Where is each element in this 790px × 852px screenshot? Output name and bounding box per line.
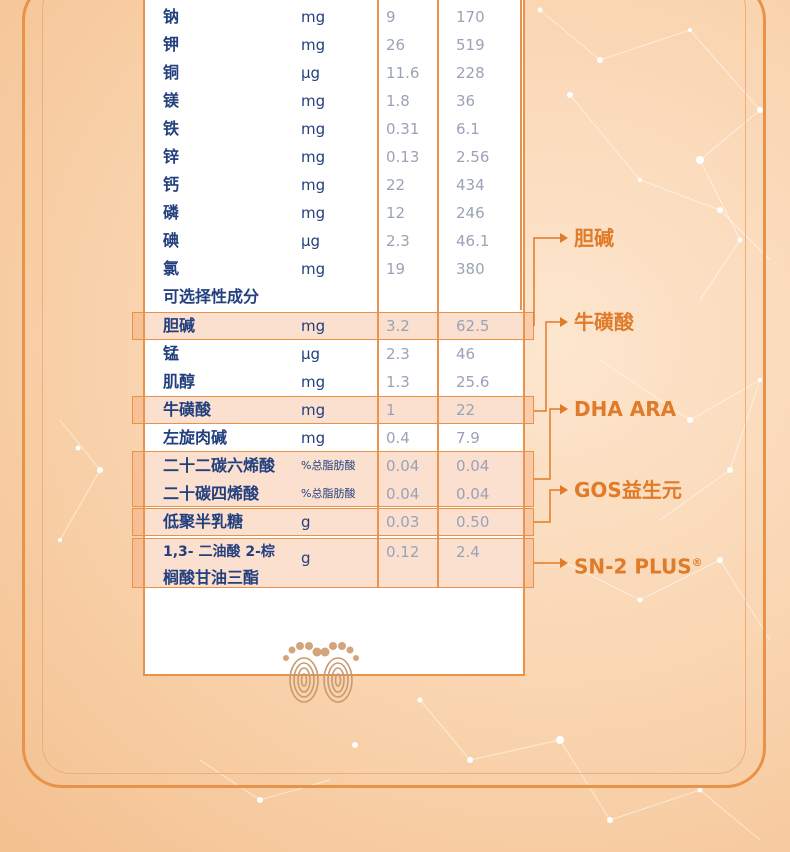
callout-gos: GOS益生元 (574, 478, 682, 502)
nutrient-value-1: 1.3 (386, 373, 410, 391)
nutrient-name: 1,3- 二油酸 2-棕 (163, 544, 275, 560)
callout-sn2: SN-2 PLUS® (574, 551, 703, 579)
column-divider (377, 0, 379, 588)
inner-frame (42, 0, 746, 774)
nutrient-value-1: 1 (386, 401, 396, 419)
nutrient-value-2: 46 (456, 345, 476, 363)
nutrient-name: 肌醇 (163, 372, 196, 391)
nutrient-value-2: 7.9 (456, 429, 480, 447)
section-heading: 可选择性成分 (163, 287, 260, 306)
nutrient-value-2: 0.50 (456, 513, 490, 531)
nutrient-value-1: 2.3 (386, 345, 410, 363)
nutrient-name: 钾 (163, 35, 180, 54)
nutrient-value-2: 2.4 (456, 543, 480, 561)
nutrient-value-2: 36 (456, 92, 476, 110)
nutrient-value-1: 0.4 (386, 429, 410, 447)
nutrient-value-2: 380 (456, 260, 485, 278)
nutrient-name: 榈酸甘油三酯 (163, 568, 260, 587)
nutrient-name: 低聚半乳糖 (163, 512, 244, 531)
nutrient-value-2: 434 (456, 176, 485, 194)
nutrient-name: 铁 (163, 119, 180, 138)
nutrient-unit: mg (301, 36, 326, 54)
nutrient-value-2: 46.1 (456, 232, 490, 250)
nutrient-unit: g (301, 549, 311, 567)
nutrient-value-1: 11.6 (386, 64, 420, 82)
nutrient-unit: %总脂肪酸 (301, 487, 356, 500)
nutrient-unit: mg (301, 204, 326, 222)
nutrient-unit: mg (301, 317, 326, 335)
callout-sn2-text: SN-2 PLUS (574, 554, 692, 579)
nutrient-value-2: 0.04 (456, 485, 490, 503)
outer-frame (22, 0, 766, 788)
registered-mark: ® (691, 556, 703, 569)
nutrient-unit: mg (301, 8, 326, 26)
highlight-sn2 (132, 538, 534, 588)
nutrient-unit: μg (301, 232, 321, 250)
nutrient-value-2: 519 (456, 36, 485, 54)
nutrient-unit: g (301, 513, 311, 531)
nutrient-name: 锰 (163, 344, 180, 363)
nutrient-unit: mg (301, 260, 326, 278)
nutrient-name: 铜 (163, 63, 180, 82)
nutrient-unit: mg (301, 401, 326, 419)
nutrient-name: 胆碱 (163, 316, 196, 335)
nutrient-name: 氯 (163, 259, 180, 278)
nutrient-name: 牛磺酸 (163, 400, 212, 419)
nutrient-value-1: 0.04 (386, 485, 420, 503)
nutrient-unit: μg (301, 64, 321, 82)
nutrient-unit: mg (301, 429, 326, 447)
highlight-choline (132, 312, 534, 340)
nutrient-value-1: 0.13 (386, 148, 420, 166)
highlight-taurine (132, 396, 534, 424)
nutrient-name: 二十碳四烯酸 (163, 484, 260, 503)
nutrient-value-2: 170 (456, 8, 485, 26)
highlight-dha-ara (132, 451, 534, 507)
highlight-gos (132, 508, 534, 536)
column-divider (520, 0, 522, 310)
nutrient-value-1: 0.04 (386, 457, 420, 475)
nutrient-value-1: 1.8 (386, 92, 410, 110)
nutrient-value-2: 25.6 (456, 373, 490, 391)
feet-logo-icon (283, 642, 359, 703)
nutrient-name: 钙 (163, 175, 180, 194)
callout-dha-ara: DHA ARA (574, 397, 677, 421)
nutrient-name: 左旋肉碱 (163, 428, 228, 447)
nutrient-unit: mg (301, 120, 326, 138)
nutrient-value-2: 0.04 (456, 457, 490, 475)
nutrient-unit: mg (301, 176, 326, 194)
nutrient-value-1: 2.3 (386, 232, 410, 250)
nutrient-value-1: 26 (386, 36, 406, 54)
nutrition-table-card (143, 0, 525, 676)
nutrient-unit: mg (301, 92, 326, 110)
nutrient-name: 碘 (163, 231, 180, 250)
nutrient-value-2: 228 (456, 64, 485, 82)
nutrient-value-1: 22 (386, 176, 406, 194)
nutrient-value-2: 246 (456, 204, 485, 222)
nutrient-name: 磷 (163, 203, 180, 222)
nutrient-value-2: 22 (456, 401, 476, 419)
nutrient-value-1: 0.31 (386, 120, 420, 138)
nutrient-value-1: 3.2 (386, 317, 410, 335)
column-divider (437, 0, 439, 588)
nutrient-value-2: 6.1 (456, 120, 480, 138)
nutrient-value-1: 12 (386, 204, 406, 222)
nutrient-unit: %总脂肪酸 (301, 459, 356, 472)
nutrient-name: 钠 (163, 7, 180, 26)
nutrient-value-1: 9 (386, 8, 396, 26)
nutrient-name: 二十二碳六烯酸 (163, 456, 276, 475)
nutrient-name: 锌 (163, 147, 180, 166)
nutrient-unit: μg (301, 345, 321, 363)
nutrient-value-1: 19 (386, 260, 406, 278)
nutrient-value-1: 0.03 (386, 513, 420, 531)
nutrient-unit: mg (301, 148, 326, 166)
nutrient-value-2: 62.5 (456, 317, 490, 335)
nutrient-name: 镁 (163, 91, 180, 110)
nutrient-unit: mg (301, 373, 326, 391)
nutrient-value-2: 2.56 (456, 148, 490, 166)
callout-choline: 胆碱 (574, 226, 614, 250)
nutrient-value-1: 0.12 (386, 543, 420, 561)
callout-taurine: 牛磺酸 (574, 310, 634, 334)
